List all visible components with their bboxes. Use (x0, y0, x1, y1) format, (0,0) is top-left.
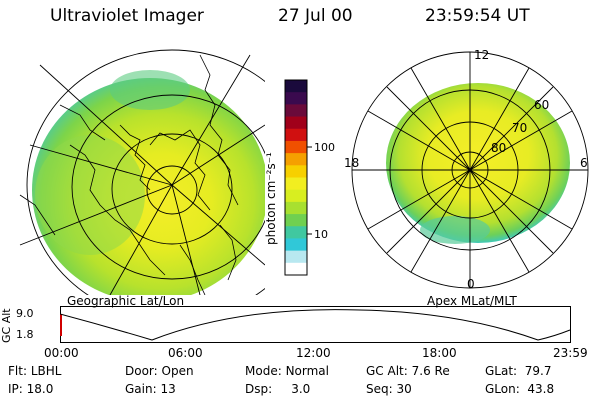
gc-alt-info: GC Alt: 7.6 Re (366, 364, 450, 378)
gain-value: 13 (160, 382, 176, 396)
seq-value: 30 (396, 382, 412, 396)
time-tick-2359: 23:59 (553, 346, 588, 360)
colorbar-swatch (285, 92, 307, 105)
mode-value: Normal (285, 364, 329, 378)
colorbar-tick-10: 10 (314, 228, 328, 241)
geo-aurora-west (35, 135, 145, 255)
gc-alt-value: 7.6 Re (411, 364, 450, 378)
door-value: Open (161, 364, 194, 378)
dsp-value: 3.0 (291, 382, 311, 396)
apex-aurora-oval (386, 83, 570, 243)
colorbar-swatch (285, 104, 307, 118)
ip-info: IP: 18.0 (8, 382, 54, 396)
instrument-title: Ultraviolet Imager (50, 6, 204, 26)
apex-image: 12 18 6 0 60 70 80 (344, 48, 589, 291)
geographic-label: Geographic Lat/Lon (67, 294, 185, 308)
dsp-info: Dsp: 3.0 (245, 382, 311, 396)
alt-tick-high: 9.0 (16, 307, 34, 320)
geo-aurora-north (110, 70, 190, 110)
apex-aurora-south (420, 216, 490, 244)
colorbar-swatch (285, 226, 307, 239)
colorbar-swatch (285, 201, 307, 215)
altitude-plot-frame (60, 306, 571, 343)
colorbar-swatch (285, 189, 307, 203)
colorbar-unit-label: photon cm⁻²s⁻¹ (264, 152, 278, 245)
colorbar-swatch (285, 262, 307, 276)
mlt-label-6: 6 (580, 156, 588, 170)
door-info: Door: Open (125, 364, 194, 378)
mode-info: Mode: Normal (245, 364, 329, 378)
mlt-label-0: 0 (467, 277, 475, 291)
apex-grid (351, 51, 589, 289)
colorbar-swatch (285, 238, 307, 252)
altitude-curve (60, 309, 571, 341)
colorbar-swatch (285, 116, 307, 130)
alt-tick-low: 1.8 (16, 328, 34, 341)
glat-info: GLat: 79.7 (485, 364, 552, 378)
colorbar-swatch (285, 214, 307, 227)
glon-info: GLon: 43.8 (485, 382, 555, 396)
geographic-image (19, 49, 265, 295)
colorbar-swatch (285, 128, 307, 142)
colorbar: 100 10 (284, 79, 335, 276)
colorbar-swatch (285, 250, 307, 264)
seq-info: Seq: 30 (366, 382, 412, 396)
glon-value: 43.8 (527, 382, 555, 396)
time-tick-0600: 06:00 (168, 346, 203, 360)
filter-value: LBHL (30, 364, 62, 378)
altitude-plot (60, 306, 571, 343)
mlat-label-60: 60 (534, 98, 549, 112)
colorbar-swatch (285, 177, 307, 191)
time-tick-1200: 12:00 (296, 346, 331, 360)
ip-value: 18.0 (26, 382, 54, 396)
glat-value: 79.7 (524, 364, 552, 378)
mlt-label-18: 18 (344, 156, 359, 170)
time-tick-1800: 18:00 (422, 346, 457, 360)
colorbar-swatches (285, 80, 307, 276)
mlt-label-12: 12 (474, 48, 489, 62)
apex-label: Apex MLat/MLT (427, 294, 517, 308)
mlat-label-80: 80 (491, 141, 506, 155)
gc-alt-axis-label: GC Alt (0, 308, 13, 343)
colorbar-swatch (285, 80, 307, 93)
gain-info: Gain: 13 (125, 382, 176, 396)
colorbar-swatch (285, 153, 307, 166)
colorbar-tick-100: 100 (314, 141, 335, 154)
time-tick-0000: 00:00 (44, 346, 79, 360)
time-label: 23:59:54 UT (425, 6, 530, 26)
date-label: 27 Jul 00 (278, 6, 353, 26)
gc-alt-axis-label-wrap: GC Alt (0, 305, 14, 345)
filter-info: Flt: LBHL (8, 364, 62, 378)
colorbar-swatch (285, 165, 307, 178)
colorbar-swatch (285, 140, 307, 154)
mlat-label-70: 70 (512, 121, 527, 135)
geo-coastlines (19, 54, 239, 295)
colorbar-frame (284, 79, 308, 276)
